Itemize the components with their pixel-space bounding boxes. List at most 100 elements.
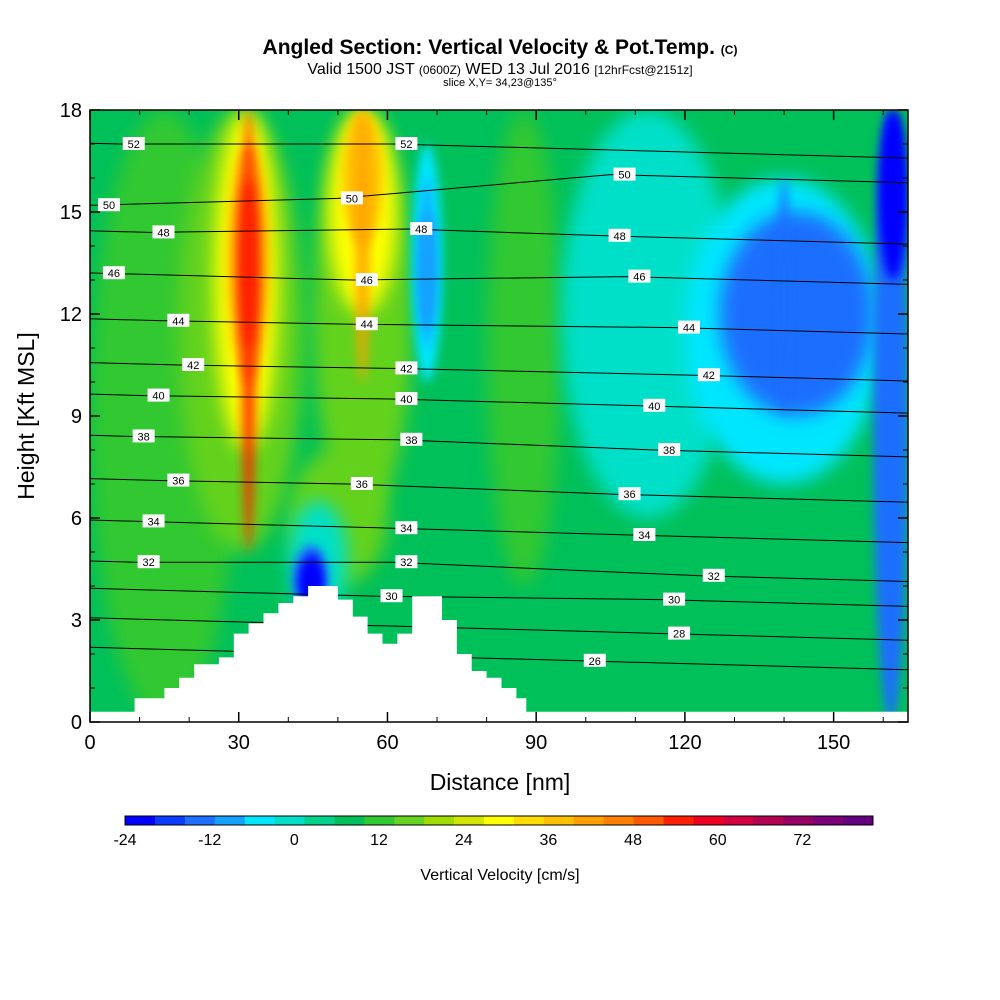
isentrope-label: 46: [633, 272, 645, 284]
y-tick-label: 0: [71, 712, 82, 734]
colorbar-tick-label: 48: [624, 832, 642, 849]
isentrope-label: 32: [708, 571, 720, 583]
valid-date: WED 13 Jul 2016: [465, 61, 590, 78]
y-axis-title: Height [Kft MSL]: [13, 332, 39, 499]
isentrope-label: 34: [147, 516, 159, 528]
isentrope-label-bg: [410, 222, 433, 235]
colorbar-title: Vertical Velocity [cm/s]: [420, 867, 579, 884]
isentrope-label: 48: [157, 227, 169, 239]
terrain-fill: [90, 586, 908, 722]
isentrope-label-bg: [628, 269, 651, 283]
colorbar-swatch: [543, 816, 575, 825]
x-axis-title: Distance [nm]: [430, 769, 571, 795]
colorbar-tick-label: 24: [455, 832, 473, 849]
velocity-region-3: [560, 110, 735, 518]
x-tick-label: 150: [817, 732, 850, 754]
colorbar-tick-label: 12: [370, 832, 388, 849]
isentrope-label-bg: [583, 653, 606, 667]
colorbar-swatch: [454, 816, 485, 825]
isentrope-44: [90, 318, 908, 335]
isentrope-40: [90, 393, 908, 414]
colorbar-tick-label: -24: [113, 832, 136, 849]
colorbar-swatch: [184, 816, 216, 825]
isentrope-38: [90, 434, 908, 458]
isentrope-label: 46: [361, 275, 373, 287]
isentrope-label: 36: [356, 479, 368, 491]
isentrope-label-bg: [633, 528, 656, 541]
isentrope-label-bg: [663, 592, 686, 606]
colorbar-swatch: [304, 816, 335, 825]
isentrope-label-bg: [340, 191, 363, 205]
isentrope-label: 50: [346, 193, 358, 205]
isentrope-label-bg: [102, 266, 125, 280]
colorbar-swatch: [424, 816, 455, 825]
isentrope-label: 42: [400, 363, 412, 375]
colorbar-swatch: [364, 816, 395, 825]
isentrope-label: 52: [400, 139, 412, 151]
colorbar-swatch: [484, 816, 515, 825]
isentrope-label-bg: [658, 443, 681, 456]
valid-forecast: [12hrFcst@2151z]: [594, 63, 693, 77]
isentrope-34: [90, 519, 908, 544]
isentrope-label-bg: [350, 477, 373, 490]
colorbar-swatch: [723, 816, 754, 825]
x-tick-label: 0: [84, 732, 95, 754]
isentrope-label-bg: [668, 626, 691, 640]
isentrope-label: 36: [623, 489, 635, 501]
isentrope-label-bg: [395, 137, 418, 150]
velocity-region-2: [560, 518, 884, 705]
isentrope-42: [90, 362, 908, 382]
colorbar-swatch: [244, 816, 276, 825]
isentrope-50: [90, 174, 908, 206]
velocity-field: [90, 110, 908, 722]
colorbar-tick-label: 36: [539, 832, 557, 849]
isentrope-label: 46: [108, 268, 120, 280]
y-tick-label: 6: [71, 508, 82, 530]
isentrope-48: [90, 228, 908, 245]
isentrope-label-bg: [122, 137, 145, 150]
velocity-region-5: [719, 212, 874, 416]
isentrope-label: 34: [638, 530, 650, 542]
colorbar-swatch: [603, 816, 635, 825]
isentrope-label-bg: [395, 555, 418, 569]
isentrope-label: 34: [400, 523, 412, 535]
isentrope-52: [90, 142, 908, 159]
isentrope-46: [90, 272, 908, 285]
isentrope-label-bg: [97, 198, 120, 212]
isentrope-label-bg: [142, 514, 165, 528]
isentrope-30: [90, 587, 908, 607]
isentrope-label: 40: [400, 394, 412, 406]
isentrope-label-bg: [137, 555, 160, 569]
isentrope-label-bg: [355, 273, 378, 286]
y-tick-label: 18: [60, 100, 82, 122]
colorbar-swatch: [633, 816, 665, 825]
isentrope-label-bg: [167, 313, 190, 327]
y-tick-label: 15: [60, 202, 82, 224]
isentrope-label-bg: [677, 320, 700, 334]
velocity-feature-downdraft-5: [886, 110, 901, 246]
chart-title-text: Angled Section: Vertical Velocity & Pot.…: [262, 36, 715, 59]
colorbar-swatch: [214, 816, 246, 825]
x-tick-label: 90: [525, 732, 547, 754]
isentrope-label: 38: [138, 431, 150, 443]
chart-title-tag: (C): [720, 43, 738, 57]
isentrope-label: 30: [385, 591, 397, 603]
isentrope-label-bg: [608, 228, 631, 242]
terrain-profile: [90, 586, 908, 722]
isentrope-label-bg: [152, 225, 175, 239]
colorbar-tick-label: 72: [794, 832, 812, 849]
y-tick-label: 9: [71, 406, 82, 428]
colorbar-swatch: [334, 816, 365, 825]
isentrope-label: 50: [103, 200, 115, 212]
chart-title: Angled Section: Vertical Velocity & Pot.…: [0, 36, 1000, 60]
colorbar-swatch: [154, 816, 186, 825]
colorbar-swatch: [513, 816, 545, 825]
colorbar-swatch: [753, 816, 784, 825]
isentrope-label: 40: [648, 401, 660, 413]
isentrope-label: 50: [618, 170, 630, 182]
colorbar-swatch: [663, 816, 694, 825]
velocity-feature-updraft-0: [241, 110, 256, 552]
isentrope-label: 44: [172, 316, 184, 328]
colorbar-frame: [124, 815, 874, 826]
isentrope-label: 40: [152, 391, 164, 403]
